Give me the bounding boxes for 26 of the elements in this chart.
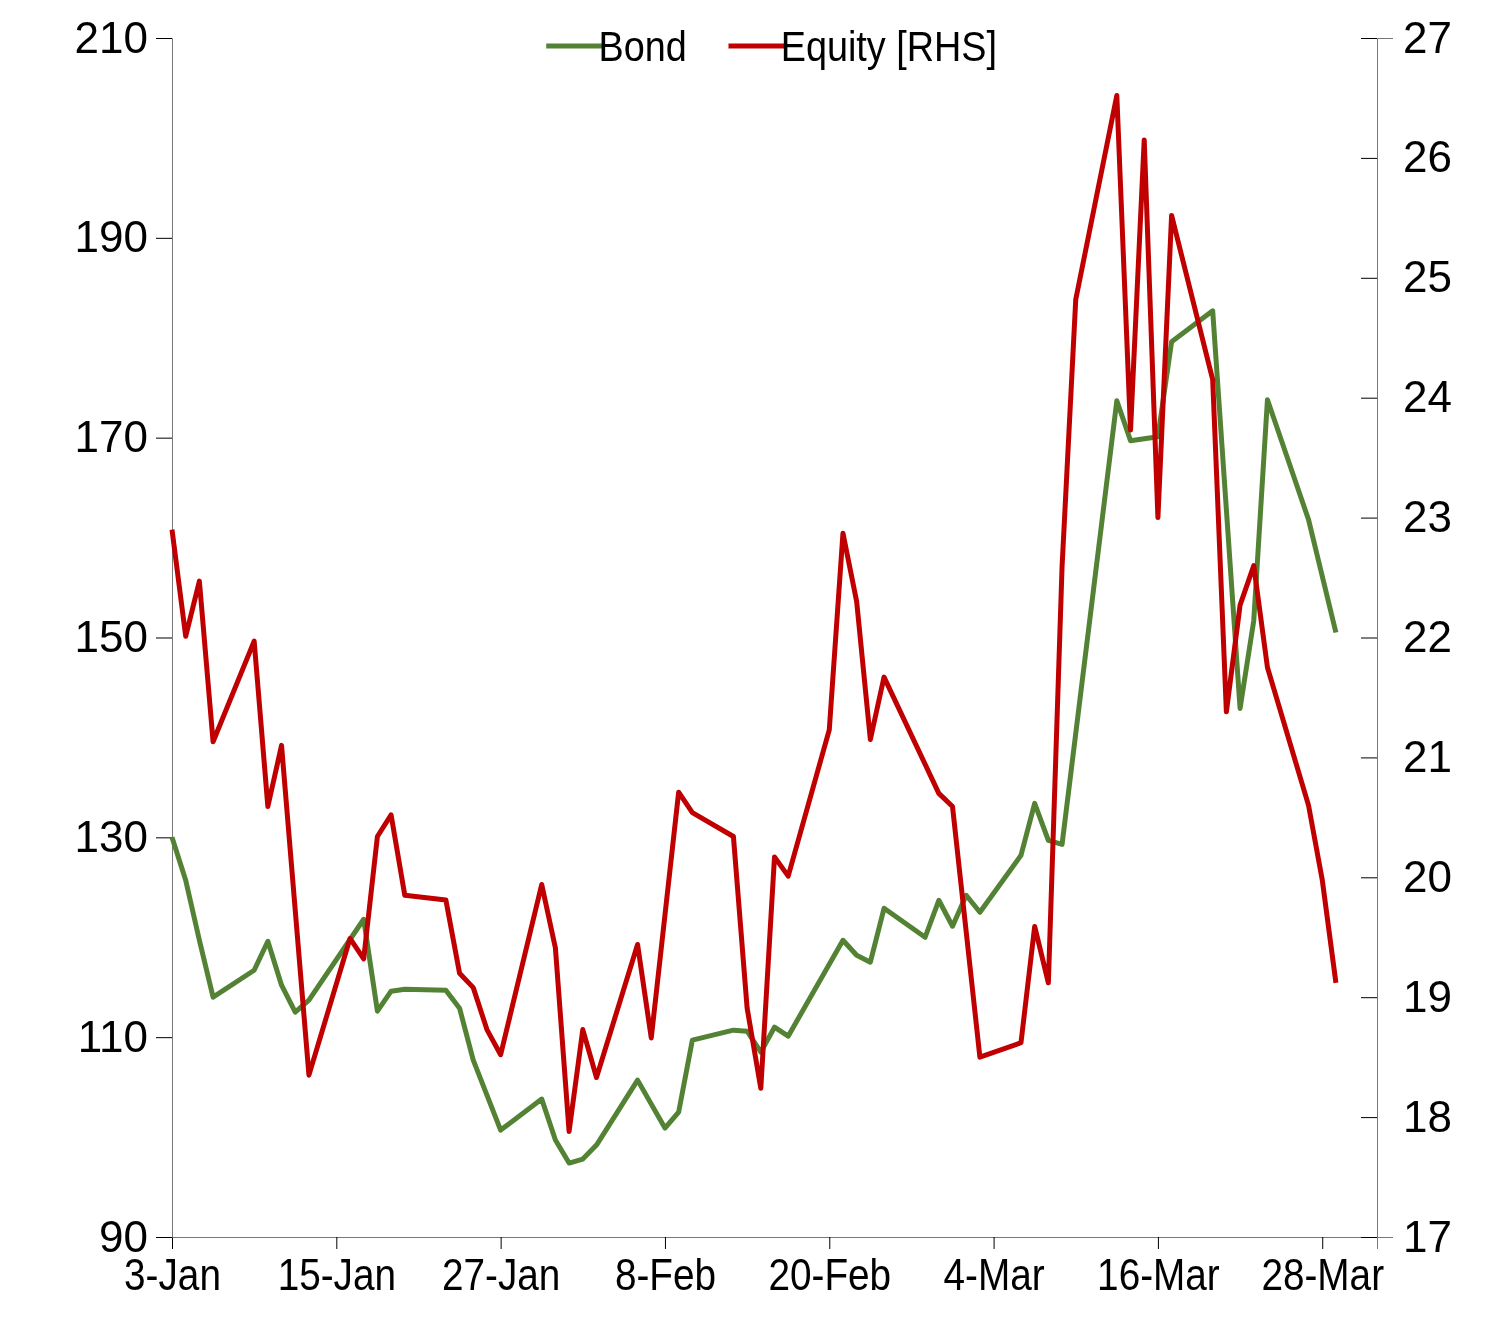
legend-label: Bond <box>598 23 687 70</box>
y-tick-label: 130 <box>74 811 148 861</box>
x-tick-label: 4-Mar <box>943 1249 1045 1300</box>
x-tick-label: 20-Feb <box>768 1249 892 1300</box>
y-tick-label: 150 <box>74 612 148 662</box>
y2-tick-label: 26 <box>1403 132 1452 182</box>
y-tick-label: 210 <box>74 12 148 62</box>
y2-tick-label: 19 <box>1403 971 1452 1021</box>
x-tick-label: 27-Jan <box>441 1249 561 1300</box>
y2-tick-label: 24 <box>1403 372 1452 422</box>
y2-tick-label: 21 <box>1403 731 1452 781</box>
y2-tick-label: 25 <box>1403 252 1452 302</box>
y2-tick-label: 27 <box>1403 12 1452 62</box>
y2-tick-label: 20 <box>1403 851 1452 901</box>
y-tick-label: 170 <box>74 412 148 462</box>
x-tick-label: 16-Mar <box>1097 1249 1220 1300</box>
y-tick-label: 110 <box>77 1011 148 1061</box>
x-tick-label: 28-Mar <box>1261 1249 1385 1300</box>
y2-tick-label: 18 <box>1403 1091 1452 1141</box>
y2-tick-label: 23 <box>1403 492 1452 542</box>
y-tick-label: 190 <box>74 212 148 262</box>
x-tick-label: 15-Jan <box>277 1249 397 1300</box>
y2-tick-label: 22 <box>1403 612 1452 662</box>
x-tick-label: 8-Feb <box>614 1249 717 1300</box>
legend-label: Equity [RHS] <box>780 23 997 70</box>
y2-tick-label: 17 <box>1403 1211 1452 1261</box>
